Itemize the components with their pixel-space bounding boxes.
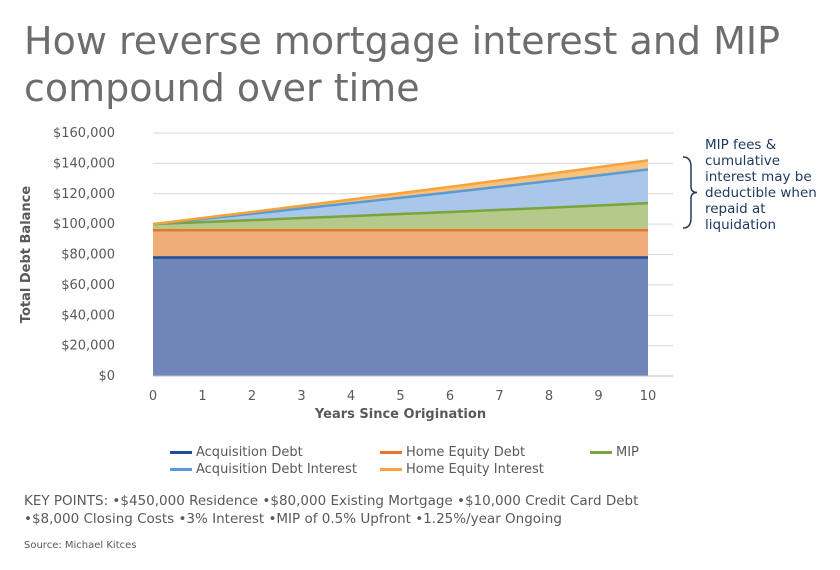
y-tick-label: $60,000	[61, 278, 115, 293]
legend-swatch	[380, 451, 402, 454]
chart-title: How reverse mortgage interest and MIP co…	[24, 19, 781, 110]
source-note: Source: Michael Kitces	[24, 540, 137, 551]
y-tick-label: $20,000	[61, 339, 115, 354]
line-home-equity-interest	[152, 159, 649, 226]
area-home-equity-debt	[153, 230, 648, 258]
y-tick-label: $160,000	[53, 126, 115, 141]
annotation-text: MIP fees & cumulative interest may be de…	[705, 137, 817, 233]
line-mip	[152, 201, 649, 226]
x-tick-label: 2	[248, 389, 256, 404]
y-axis-title: Total Debt Balance	[19, 186, 34, 324]
x-tick-label: 4	[347, 389, 355, 404]
legend-swatch	[170, 468, 192, 471]
x-tick-label: 6	[446, 389, 454, 404]
legend-label: Home Equity Interest	[406, 462, 544, 477]
x-tick-label: 9	[594, 389, 602, 404]
legend-label: Home Equity Debt	[406, 445, 526, 460]
legend-item-mip: MIP	[590, 445, 639, 460]
legend-swatch	[590, 451, 612, 454]
y-tick-label: $140,000	[53, 156, 115, 171]
y-tick-label: $120,000	[53, 187, 115, 202]
x-axis-title: Years Since Origination	[314, 407, 486, 422]
chart-svg: $0 $20,000 $40,000 $60,000 $80,000 $100,000 $1…	[19, 126, 698, 422]
legend-item-acquisition-debt: Acquisition Debt	[170, 445, 303, 460]
legend-swatch	[170, 451, 192, 454]
legend-label: Acquisition Debt	[196, 445, 303, 460]
x-tick-label: 8	[545, 389, 553, 404]
key-points: KEY POINTS: •$450,000 Residence •$80,000…	[24, 492, 824, 528]
brace-icon	[682, 156, 698, 229]
area-acquisition-debt	[153, 257, 648, 376]
key-points-line-1: KEY POINTS: •$450,000 Residence •$80,000…	[24, 493, 639, 509]
x-tick-label: 3	[297, 389, 305, 404]
legend-label: Acquisition Debt Interest	[196, 462, 357, 477]
legend-item-home-equity-interest: Home Equity Interest	[380, 462, 544, 477]
y-tick-label: $80,000	[61, 248, 115, 263]
y-tick-label: $40,000	[61, 308, 115, 323]
y-tick-label: $100,000	[53, 217, 115, 232]
legend-item-home-equity-debt: Home Equity Debt	[380, 445, 525, 460]
legend-label: MIP	[616, 445, 639, 460]
x-tick-label: 10	[640, 389, 657, 404]
line-acquisition-debt-interest	[152, 168, 649, 226]
y-tick-label: $0	[98, 369, 115, 384]
x-tick-label: 1	[198, 389, 206, 404]
x-tick-label: 5	[396, 389, 404, 404]
x-tick-label: 7	[495, 389, 503, 404]
key-points-line-2: •$8,000 Closing Costs •3% Interest •MIP …	[24, 511, 562, 527]
x-tick-label: 0	[149, 389, 157, 404]
legend-item-acquisition-debt-interest: Acquisition Debt Interest	[170, 462, 357, 477]
legend-swatch	[380, 468, 402, 471]
